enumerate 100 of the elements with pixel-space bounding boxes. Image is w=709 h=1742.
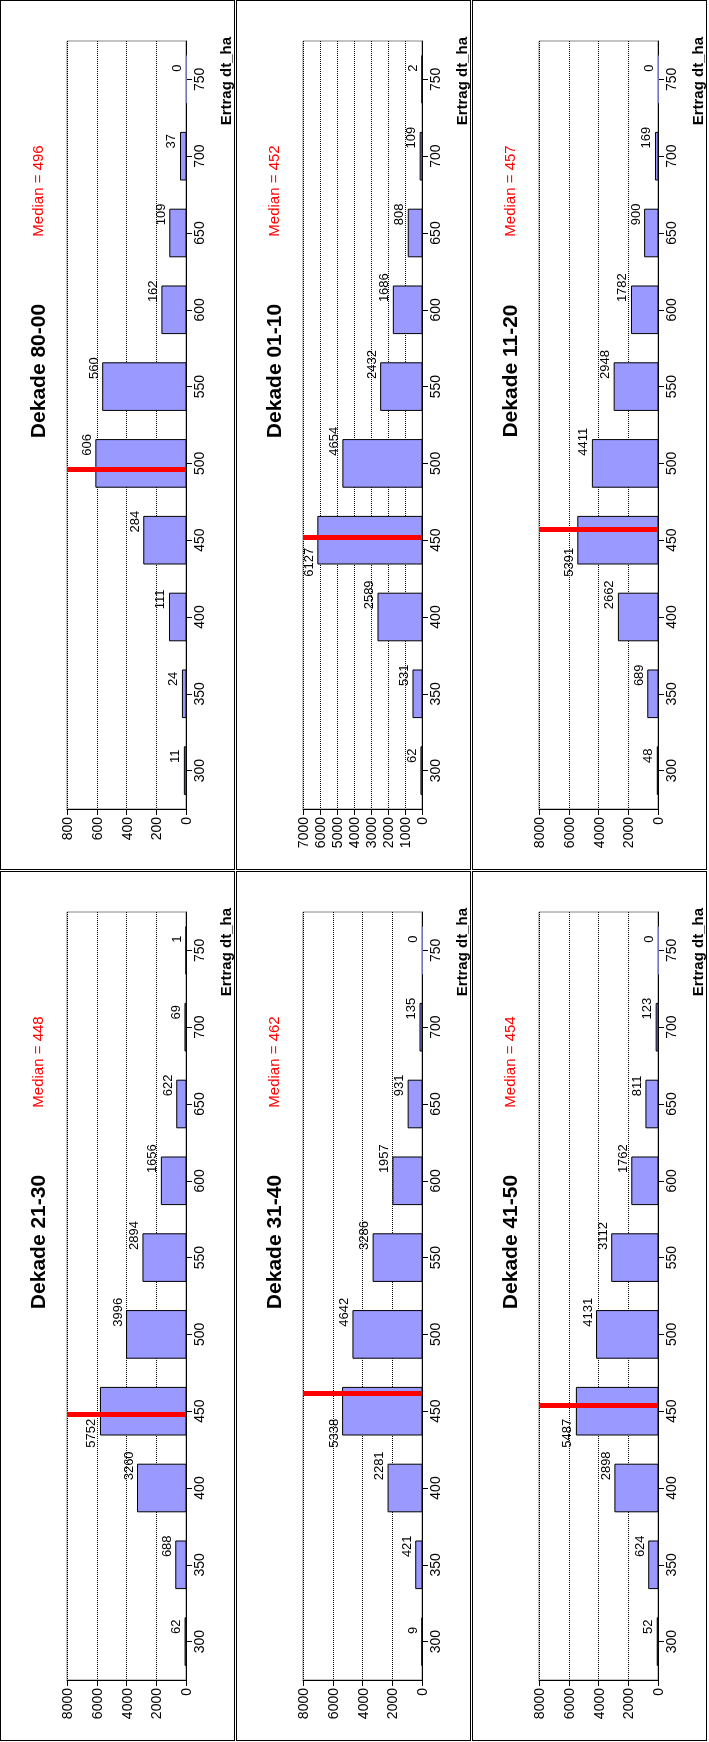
y-tick-label: 750	[663, 67, 679, 92]
ref-line-label: Median = 457	[500, 145, 518, 237]
y-tick-label: 550	[191, 374, 207, 399]
x-tick-label: 200	[148, 816, 165, 841]
y-tick-label: 300	[663, 1629, 679, 1654]
y-axis-title: Ertrag dt_ha	[216, 907, 234, 997]
x-tick-label: 6000	[560, 1687, 577, 1720]
x-tick-label: 0	[178, 816, 194, 825]
y-axis-title: Ertrag dt_ha	[216, 36, 234, 126]
data-label: 688	[158, 1535, 174, 1558]
y-axis-title: Ertrag dt_ha	[452, 907, 470, 997]
x-tick-label: 3000	[363, 816, 379, 849]
data-label: 5391	[560, 547, 576, 577]
x-tick-label: 2000	[620, 1687, 637, 1720]
x-tick-label: 7000	[295, 816, 311, 849]
y-tick-label: 550	[427, 374, 443, 399]
y-tick-label: 450	[191, 528, 207, 552]
x-tick-label: 1000	[397, 816, 413, 849]
y-tick-label: 400	[427, 1476, 443, 1500]
ref-line-label: Median = 448	[28, 1016, 46, 1108]
ref-line-label: Median = 496	[28, 145, 46, 237]
y-tick-label: 600	[191, 1168, 207, 1193]
data-label: 689	[630, 664, 646, 687]
y-tick-label: 350	[427, 681, 443, 706]
y-tick-label: 650	[191, 221, 207, 245]
y-tick-label: 700	[427, 144, 443, 168]
text: Dekade 21-30	[25, 1174, 49, 1310]
x-tick-label: 800	[59, 816, 75, 841]
y-tick-label: 450	[663, 528, 679, 552]
y-tick-label: 500	[663, 1322, 679, 1347]
y-tick-label: 400	[191, 1476, 207, 1500]
x-tick-label: 8000	[295, 1687, 311, 1720]
y-tick-label: 600	[427, 1168, 443, 1193]
y-tick-label: 750	[427, 938, 443, 963]
data-label: 6127	[300, 547, 316, 577]
x-tick-label: 0	[178, 1687, 194, 1696]
y-tick-label: 650	[427, 221, 443, 245]
y-tick-label: 750	[427, 67, 443, 92]
x-tick-label: 6000	[560, 816, 577, 849]
text: Dekade 31-40	[261, 1174, 285, 1310]
data-label: 2589	[360, 580, 376, 610]
y-tick-label: 650	[663, 221, 679, 245]
data-label: 69	[167, 1005, 183, 1020]
y-axis-title: Ertrag dt_ha	[688, 907, 706, 997]
y-tick-label: 350	[427, 1552, 443, 1577]
data-label: 811	[628, 1075, 644, 1097]
data-label: 1656	[144, 1144, 160, 1174]
x-tick-label: 4000	[354, 1687, 371, 1720]
data-label: 2948	[597, 350, 613, 379]
y-tick-label: 600	[663, 297, 679, 322]
data-label: 109	[403, 126, 419, 149]
y-tick-label: 450	[427, 528, 443, 552]
y-tick-label: 700	[663, 144, 679, 168]
x-tick-label: 8000	[531, 816, 547, 849]
ref-line-label: Median = 462	[264, 1016, 282, 1108]
x-tick-label: 600	[88, 816, 105, 841]
data-label: 931	[391, 1074, 407, 1097]
x-tick-label: 6000	[324, 1687, 341, 1720]
text: Dekade 80-00	[25, 303, 49, 439]
data-label: 2898	[597, 1451, 613, 1481]
y-tick-label: 700	[427, 1015, 443, 1039]
data-label: 0	[641, 64, 656, 72]
data-label: 5752	[83, 1418, 99, 1448]
y-tick-label: 700	[191, 1015, 207, 1039]
y-tick-label: 700	[663, 1015, 679, 1039]
x-tick-label: 8000	[531, 1687, 547, 1720]
data-label: 2662	[601, 580, 617, 610]
x-tick-label: 2000	[384, 1687, 401, 1720]
data-label: 1686	[376, 273, 392, 303]
data-label: 169	[638, 126, 654, 149]
y-tick-label: 550	[191, 1245, 207, 1270]
y-tick-label: 350	[663, 681, 679, 706]
data-label: 2281	[371, 1451, 387, 1481]
text: Dekade 01-10	[261, 303, 285, 439]
data-label: 24	[165, 671, 181, 687]
y-tick-label: 300	[427, 758, 443, 783]
data-label: 3996	[109, 1297, 125, 1327]
data-label: 4131	[579, 1297, 595, 1327]
y-tick-label: 400	[427, 605, 443, 629]
y-tick-label: 500	[427, 1322, 443, 1347]
y-tick-label: 500	[191, 451, 207, 476]
x-tick-label: 0	[650, 816, 666, 825]
y-tick-label: 650	[191, 1092, 207, 1116]
ref-line-label: Median = 452	[264, 145, 282, 237]
x-tick-label: 5000	[329, 816, 345, 849]
y-tick-label: 400	[191, 605, 207, 629]
data-label: 2432	[363, 350, 379, 379]
data-label: 622	[159, 1074, 175, 1097]
y-tick-label: 600	[663, 1168, 679, 1193]
y-tick-label: 550	[663, 1245, 679, 1270]
y-tick-label: 750	[663, 938, 679, 963]
y-tick-label: 550	[663, 374, 679, 399]
y-tick-label: 450	[427, 1399, 443, 1423]
y-tick-label: 450	[191, 1399, 207, 1423]
data-label: 135	[402, 997, 418, 1020]
x-tick-label: 8000	[59, 1687, 75, 1720]
data-label: 1782	[614, 273, 630, 303]
y-tick-label: 500	[191, 1322, 207, 1347]
data-label: 1957	[375, 1144, 391, 1174]
y-tick-label: 450	[663, 1399, 679, 1423]
